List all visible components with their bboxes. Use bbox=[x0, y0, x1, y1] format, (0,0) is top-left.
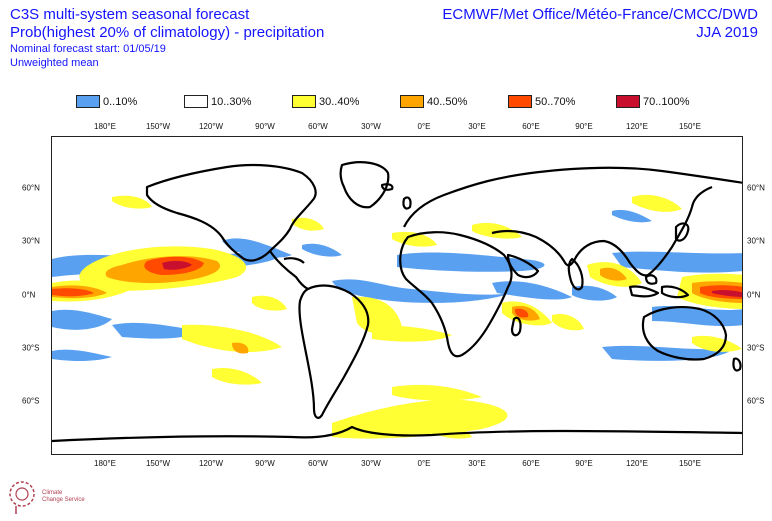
lon-tick: 90°E bbox=[575, 459, 593, 468]
lon-tick: 90°E bbox=[575, 122, 593, 131]
mean-type: Unweighted mean bbox=[10, 57, 99, 69]
lat-tick: 30°N bbox=[22, 236, 40, 246]
lon-tick: 0°E bbox=[417, 459, 431, 468]
c3s-logo: Climate Change Service bbox=[4, 476, 104, 520]
legend-item-30-40: 30..40% bbox=[292, 95, 400, 108]
legend-label: 10..30% bbox=[211, 95, 252, 108]
lat-tick: 60°N bbox=[747, 183, 765, 193]
lon-axis-bottom: 180°E 150°W 120°W 90°W 60°W 30°W 0°E 30°… bbox=[51, 459, 743, 471]
logo-line1: Climate bbox=[42, 490, 63, 496]
logo-line2: Change Service bbox=[42, 497, 85, 503]
title-block: C3S multi-system seasonal forecast Prob(… bbox=[10, 6, 324, 70]
lat-tick: 30°S bbox=[22, 343, 40, 353]
map-canvas bbox=[52, 161, 742, 443]
lon-tick: 150°W bbox=[145, 122, 171, 131]
prob-70-100-regions bbox=[162, 260, 742, 297]
climate-change-logo-icon bbox=[9, 481, 35, 514]
lat-axis-left: 60°N 30°N 0°N 30°S 60°S bbox=[22, 136, 52, 455]
lon-tick: 90°W bbox=[255, 122, 275, 131]
lat-tick: 60°S bbox=[747, 396, 765, 406]
coastlines bbox=[52, 161, 742, 443]
legend-item-10-30: 10..30% bbox=[184, 95, 292, 108]
lon-axis-top: 180°E 150°W 120°W 90°W 60°W 30°W 0°E 30°… bbox=[51, 122, 743, 134]
legend-swatch bbox=[400, 95, 424, 108]
lon-tick: 180°E bbox=[94, 459, 116, 468]
legend: 0..10% 10..30% 30..40% 40..50% 50..70% 7… bbox=[76, 95, 724, 108]
lon-tick: 180°E bbox=[94, 122, 116, 131]
forecast-start: Nominal forecast start: 01/05/19 bbox=[10, 43, 166, 55]
lon-tick: 60°E bbox=[522, 459, 540, 468]
legend-item-40-50: 40..50% bbox=[400, 95, 508, 108]
legend-label: 40..50% bbox=[427, 95, 468, 108]
world-map bbox=[51, 136, 743, 455]
lat-tick: 30°N bbox=[747, 236, 765, 246]
providers: ECMWF/Met Office/Météo-France/CMCC/DWD bbox=[442, 6, 758, 23]
lon-tick: 60°W bbox=[308, 122, 328, 131]
legend-swatch bbox=[292, 95, 316, 108]
lon-tick: 120°E bbox=[626, 122, 648, 131]
legend-swatch bbox=[616, 95, 640, 108]
prob-30-40-regions bbox=[52, 194, 742, 439]
season: JJA 2019 bbox=[696, 24, 758, 41]
lat-tick: 30°S bbox=[747, 343, 765, 353]
lat-axis-right: 60°N 30°N 0°N 30°S 60°S bbox=[747, 136, 772, 455]
legend-item-50-70: 50..70% bbox=[508, 95, 616, 108]
lon-tick: 90°W bbox=[255, 459, 275, 468]
lon-tick: 120°E bbox=[626, 459, 648, 468]
lon-tick: 30°W bbox=[361, 122, 381, 131]
lat-tick: 60°N bbox=[22, 183, 40, 193]
lon-tick: 150°E bbox=[679, 459, 701, 468]
logo-text: Climate Change Service bbox=[42, 490, 85, 504]
lat-tick: 0°N bbox=[747, 290, 761, 300]
map-subtitle: Prob(highest 20% of climatology) - preci… bbox=[10, 24, 325, 41]
legend-item-70-100: 70..100% bbox=[616, 95, 724, 108]
legend-swatch bbox=[508, 95, 532, 108]
legend-label: 30..40% bbox=[319, 95, 360, 108]
lon-tick: 150°W bbox=[145, 459, 171, 468]
lat-tick: 0°N bbox=[22, 290, 36, 300]
lon-tick: 120°W bbox=[198, 459, 224, 468]
lon-tick: 60°W bbox=[308, 459, 328, 468]
map-title: C3S multi-system seasonal forecast bbox=[10, 6, 250, 23]
lon-tick: 150°E bbox=[679, 122, 701, 131]
lon-tick: 0°E bbox=[417, 122, 431, 131]
lon-tick: 120°W bbox=[198, 122, 224, 131]
legend-item-0-10: 0..10% bbox=[76, 95, 184, 108]
legend-label: 0..10% bbox=[103, 95, 138, 108]
lon-tick: 60°E bbox=[522, 122, 540, 131]
lon-tick: 30°E bbox=[468, 122, 486, 131]
legend-swatch bbox=[76, 95, 100, 108]
legend-label: 50..70% bbox=[535, 95, 576, 108]
provider-block: ECMWF/Met Office/Météo-France/CMCC/DWD J… bbox=[442, 6, 758, 42]
lon-tick: 30°E bbox=[468, 459, 486, 468]
legend-label: 70..100% bbox=[643, 95, 690, 108]
lon-tick: 30°W bbox=[361, 459, 381, 468]
lat-tick: 60°S bbox=[22, 396, 40, 406]
legend-swatch bbox=[184, 95, 208, 108]
